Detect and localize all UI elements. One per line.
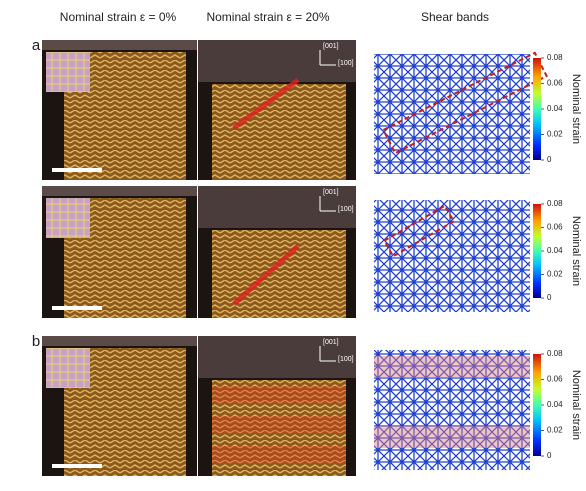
colorbar-tick-label: 0.02 xyxy=(547,270,563,279)
scale-bar xyxy=(52,168,102,172)
colorbar-tick-label: 0.04 xyxy=(547,246,563,255)
colorbar xyxy=(533,354,541,456)
shear-band-box xyxy=(382,204,456,258)
inset-cube xyxy=(46,198,90,238)
panel-label: b xyxy=(32,333,40,350)
colorbar-tick-label: 0.04 xyxy=(547,104,563,113)
column-header: Nominal strain ε = 0% xyxy=(60,10,177,24)
colorbar-tick-label: 0 xyxy=(547,155,552,164)
shear-band xyxy=(374,426,530,448)
direction-label: [001] xyxy=(323,339,339,346)
colorbar xyxy=(533,204,541,298)
direction-label: [001] xyxy=(323,189,339,196)
colorbar-tick-label: 0.08 xyxy=(547,199,563,208)
colorbar-tick-label: 0.02 xyxy=(547,426,563,435)
colorbar-tick-label: 0 xyxy=(547,451,552,460)
colorbar-label: Nominal strain xyxy=(570,370,582,440)
lattice xyxy=(374,350,530,470)
direction-label: [001] xyxy=(323,43,339,50)
sample xyxy=(212,380,346,476)
platen xyxy=(42,40,197,50)
shear-band xyxy=(212,386,346,404)
shear-band xyxy=(374,356,530,378)
shear-band-box xyxy=(382,51,548,155)
panel-label: a xyxy=(32,37,41,54)
colorbar xyxy=(533,58,541,160)
direction-label: [100] xyxy=(338,206,354,213)
direction-label: [100] xyxy=(338,60,354,67)
shear-band xyxy=(212,446,346,464)
inset-cube xyxy=(46,52,90,92)
inset-cube xyxy=(46,348,90,388)
platen xyxy=(42,186,197,196)
colorbar-tick-label: 0.08 xyxy=(547,349,563,358)
sample xyxy=(212,84,346,180)
colorbar-tick-label: 0.04 xyxy=(547,400,563,409)
colorbar-tick-label: 0 xyxy=(547,293,552,302)
colorbar-tick-label: 0.06 xyxy=(547,79,563,88)
sample xyxy=(212,230,346,318)
colorbar-label: Nominal strain xyxy=(570,216,582,286)
colorbar-tick-label: 0.06 xyxy=(547,375,563,384)
platen xyxy=(198,186,356,228)
lattice xyxy=(374,54,530,174)
colorbar-label: Nominal strain xyxy=(570,74,582,144)
shear-band xyxy=(232,244,300,306)
platen xyxy=(198,40,356,82)
column-header: Shear bands xyxy=(421,10,489,24)
shear-band xyxy=(232,78,300,130)
direction-label: [100] xyxy=(338,356,354,363)
colorbar-tick-label: 0.06 xyxy=(547,223,563,232)
scale-bar xyxy=(52,464,102,468)
shear-band xyxy=(212,416,346,434)
scale-bar xyxy=(52,306,102,310)
colorbar-tick-label: 0.02 xyxy=(547,130,563,139)
platen xyxy=(198,336,356,378)
platen xyxy=(42,336,197,346)
colorbar-tick-label: 0.08 xyxy=(547,53,563,62)
column-header: Nominal strain ε = 20% xyxy=(206,10,329,24)
